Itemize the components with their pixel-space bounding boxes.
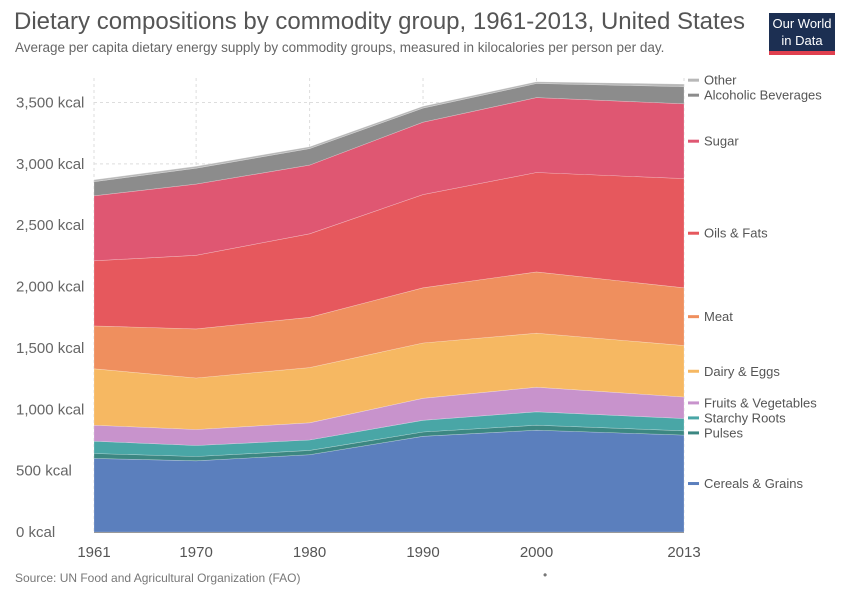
legend-label-pulses[interactable]: Pulses bbox=[704, 425, 744, 440]
footer-marker: • bbox=[543, 568, 548, 582]
legend-label-dairy-eggs[interactable]: Dairy & Eggs bbox=[704, 364, 780, 379]
logo-line-2: in Data bbox=[781, 33, 823, 48]
y-axis: 0 kcal 500 kcal 1,000 kcal 1,500 kcal 2,000 … bbox=[16, 95, 84, 541]
chart-title: Dietary compositions by commodity group,… bbox=[14, 8, 746, 35]
legend-label-other[interactable]: Other bbox=[704, 73, 737, 88]
legend-label-meat[interactable]: Meat bbox=[704, 309, 733, 324]
owid-logo[interactable]: Our World in Data bbox=[769, 13, 835, 55]
x-tick-label: 2000 bbox=[520, 544, 553, 561]
x-tick-label: 1970 bbox=[179, 544, 212, 561]
y-tick-label: 500 kcal bbox=[16, 463, 72, 480]
x-tick-label: 2013 bbox=[667, 544, 700, 561]
legend-label-oils-fats[interactable]: Oils & Fats bbox=[704, 226, 768, 241]
x-axis: 1961 1970 1980 1990 2000 2013 bbox=[77, 532, 701, 561]
y-tick-label: 2,500 kcal bbox=[16, 217, 84, 234]
x-tick-label: 1980 bbox=[293, 544, 326, 561]
y-tick-label: 2,000 kcal bbox=[16, 279, 84, 296]
x-tick-label: 1990 bbox=[406, 544, 439, 561]
y-tick-label: 3,500 kcal bbox=[16, 95, 84, 112]
legend-label-starchy-roots[interactable]: Starchy Roots bbox=[704, 410, 786, 425]
legend-label-fruits-vegetables[interactable]: Fruits & Vegetables bbox=[704, 395, 817, 410]
legend-label-sugar[interactable]: Sugar bbox=[704, 134, 739, 149]
legend-label-alcoholic-beverages[interactable]: Alcoholic Beverages bbox=[704, 88, 822, 103]
series-areas bbox=[93, 81, 685, 533]
source-note: Source: UN Food and Agricultural Organiz… bbox=[15, 571, 301, 585]
y-tick-label: 3,000 kcal bbox=[16, 156, 84, 173]
legend-label-cereals-grains[interactable]: Cereals & Grains bbox=[704, 476, 803, 491]
y-tick-label: 1,500 kcal bbox=[16, 340, 84, 357]
area-other[interactable] bbox=[93, 81, 685, 183]
y-tick-label: 0 kcal bbox=[16, 524, 55, 541]
logo-line-1: Our World bbox=[772, 16, 832, 31]
x-tick-label: 1961 bbox=[77, 544, 110, 561]
chart-subtitle: Average per capita dietary energy supply… bbox=[15, 40, 665, 55]
y-tick-label: 1,000 kcal bbox=[16, 401, 84, 418]
